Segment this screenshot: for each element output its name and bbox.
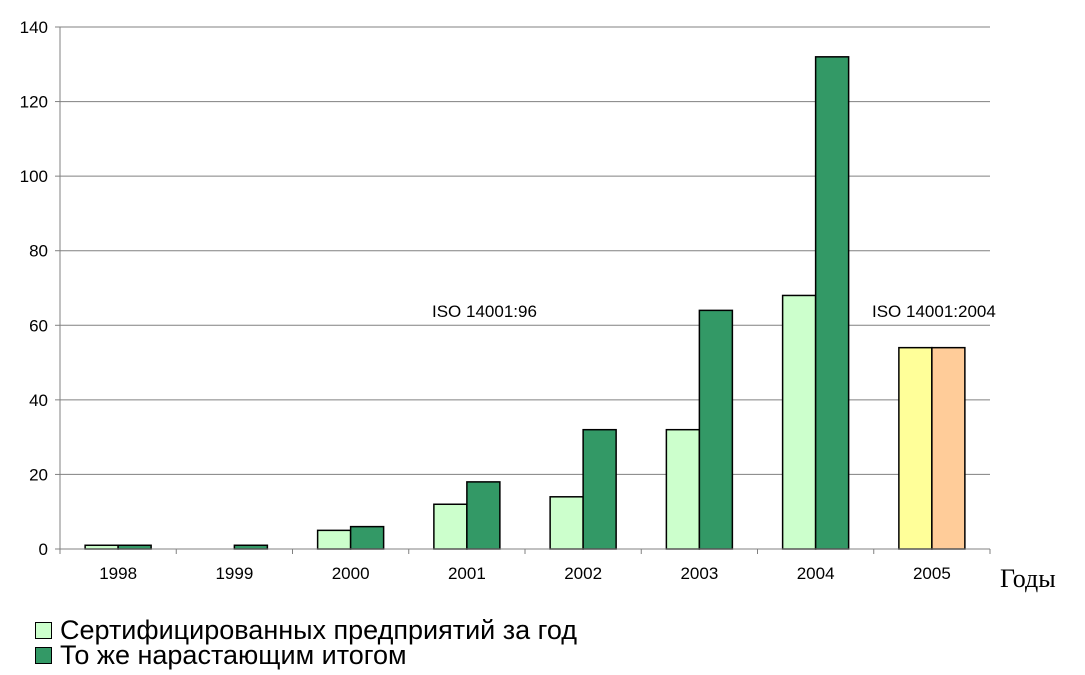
y-tick-labels: 0 20 40 60 80 100 120 140 (20, 18, 48, 559)
gridlines (60, 26, 990, 475)
x-tick-label-2005: 2005 (913, 564, 951, 583)
y-tick-label: 140 (20, 18, 48, 37)
bar-annual-1998 (84, 544, 119, 550)
x-tick-label-2004: 2004 (797, 564, 835, 583)
y-tick-label: 120 (20, 93, 48, 112)
x-tick-label-2000: 2000 (332, 564, 370, 583)
legend-item-annual: Сертифицированных предприятий за год (35, 615, 578, 645)
bar-cumulative-1998 (117, 544, 152, 550)
y-tick-label: 20 (29, 465, 48, 484)
annotation-iso-96: ISO 14001:96 (432, 302, 537, 321)
legend-item-cumulative: То же нарастающим итогом (35, 640, 577, 670)
x-tick-label-1998: 1998 (99, 564, 137, 583)
legend-swatch-annual (35, 622, 52, 639)
bar-annual-2005 (898, 346, 933, 550)
bar-annual-2000 (316, 529, 352, 550)
x-axis-label: Годы (1000, 564, 1056, 593)
bar-cumulative-2000 (349, 525, 385, 550)
annotation-iso-2004: ISO 14001:2004 (872, 302, 996, 321)
bars (84, 56, 966, 550)
bar-cumulative-2005 (931, 346, 966, 550)
y-tick-label: 100 (20, 167, 48, 186)
bar-annual-2004 (781, 294, 817, 550)
legend: Сертифицированных предприятий за год То … (35, 615, 578, 670)
bar-cumulative-2002 (582, 428, 617, 550)
bar-cumulative-2001 (466, 481, 501, 550)
axes (55, 26, 991, 554)
y-tick-label: 60 (29, 316, 48, 335)
bar-cumulative-2003 (698, 309, 734, 550)
x-tick-label-2001: 2001 (448, 564, 486, 583)
legend-label-cumulative: То же нарастающим итогом (60, 640, 407, 670)
x-tick-labels: 1998 1999 2000 2001 2002 2003 2004 2005 (99, 564, 951, 583)
x-tick-label-2002: 2002 (564, 564, 602, 583)
bar-chart: 0 20 40 60 80 100 120 140 1998 1999 2000 2001 2002 2… (20, 18, 1056, 593)
y-tick-label: 80 (29, 242, 48, 261)
legend-swatch-cumulative (35, 647, 52, 664)
y-tick-label: 0 (39, 540, 48, 559)
legend-label-annual: Сертифицированных предприятий за год (60, 615, 578, 645)
bar-cumulative-1999 (233, 544, 269, 550)
x-tick-label-1999: 1999 (215, 564, 253, 583)
x-tick-label-2003: 2003 (680, 564, 718, 583)
bar-annual-2003 (665, 428, 701, 550)
bar-annual-2002 (549, 496, 584, 550)
bar-annual-2001 (433, 503, 468, 550)
y-tick-label: 40 (29, 391, 48, 410)
bar-cumulative-2004 (814, 56, 850, 550)
